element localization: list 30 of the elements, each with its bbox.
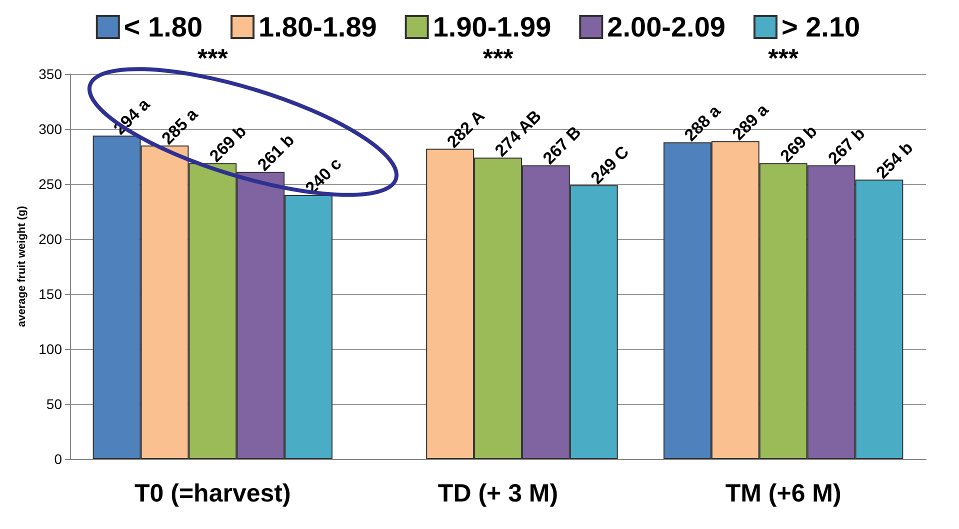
y-tick-label: 50 — [46, 396, 62, 412]
data-label: 261 b — [254, 130, 298, 175]
x-tick-label: TD (+ 3 M) — [438, 480, 558, 508]
y-tick-label: 150 — [38, 286, 62, 302]
y-tick-label: 250 — [38, 176, 62, 192]
text: *** — [482, 43, 514, 73]
data-label: 254 b — [872, 138, 917, 182]
legend-label: 1.90-1.99 — [432, 12, 552, 42]
y-tick-label: 200 — [38, 231, 62, 247]
text: *** — [197, 43, 229, 73]
legend-label: > 2.10 — [781, 12, 860, 42]
y-axis-title: average fruit weight (g) — [16, 206, 28, 328]
y-tick-label: 350 — [38, 66, 62, 82]
legend-label: 2.00-2.09 — [607, 12, 726, 42]
data-label: 285 a — [158, 104, 202, 148]
data-label: 288 a — [680, 101, 725, 145]
x-tick-label: T0 (=harvest) — [134, 480, 291, 508]
data-label: 289 a — [728, 100, 773, 144]
y-tick-label: 0 — [54, 451, 62, 467]
y-tick-label: 300 — [38, 121, 62, 137]
data-label: 269 b — [206, 122, 250, 166]
legend-label: 1.80-1.89 — [258, 12, 377, 42]
text: *** — [768, 43, 800, 73]
legend-label: < 1.80 — [124, 12, 203, 42]
data-label: 269 b — [776, 122, 821, 166]
data-label: 249 C — [587, 142, 633, 188]
data-label: 282 A — [443, 106, 488, 152]
y-tick-label: 100 — [38, 341, 62, 357]
data-label: 267 b — [824, 124, 869, 168]
x-tick-label: TM (+6 M) — [725, 480, 842, 508]
